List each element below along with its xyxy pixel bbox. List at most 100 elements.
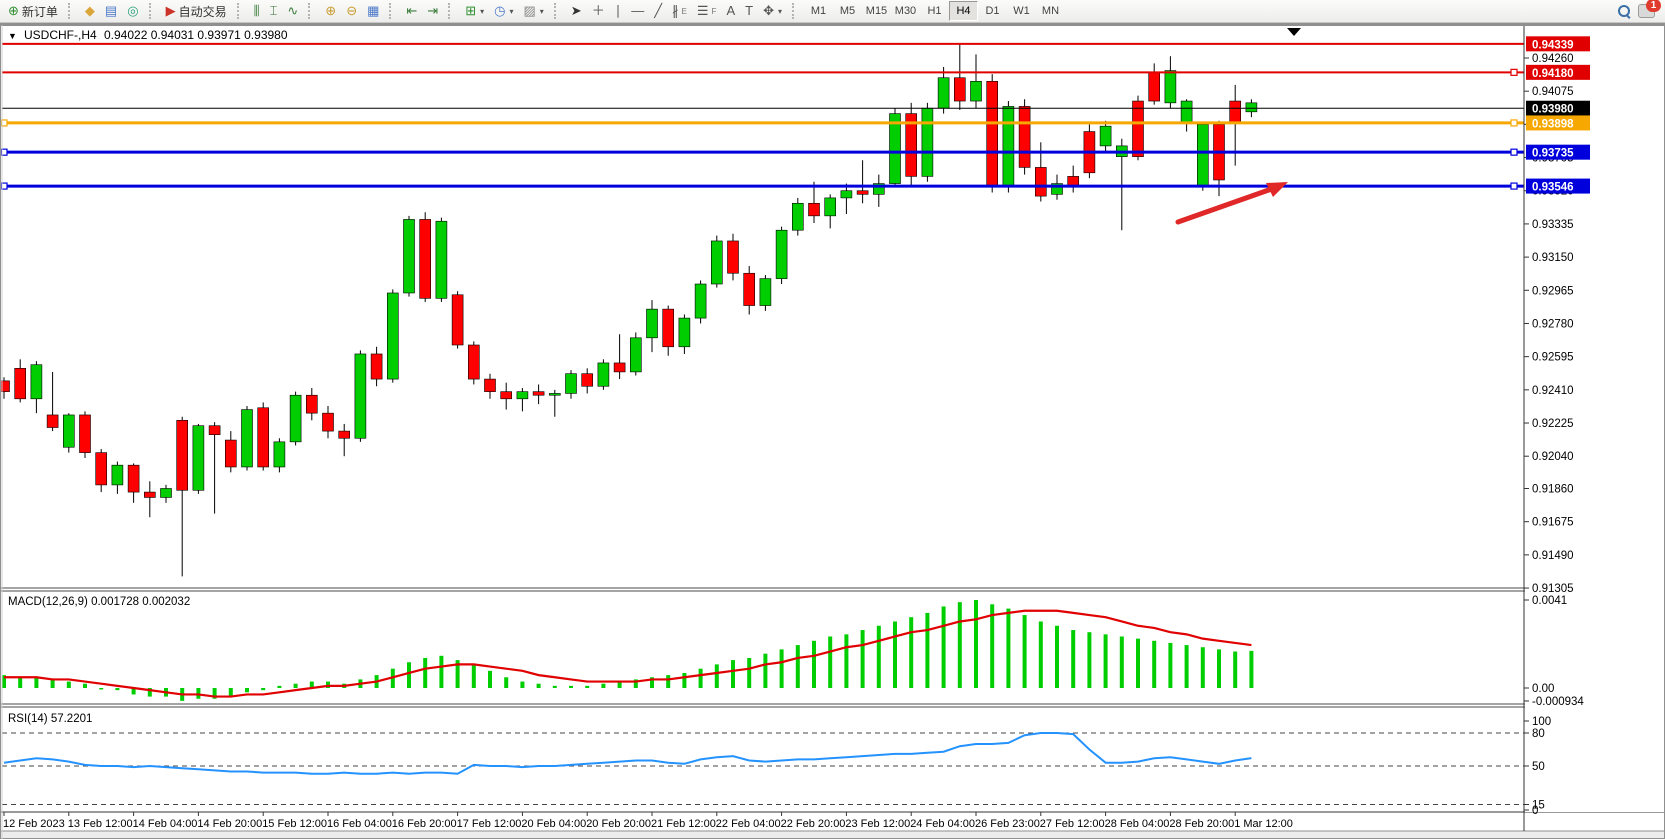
rsi-axis-label: 80 (1532, 728, 1545, 740)
timeframe-button-m30[interactable]: M30 (894, 5, 917, 17)
indicators-button[interactable]: ⊞ ▾ (460, 1, 489, 21)
signals-button[interactable]: ◎ (122, 1, 143, 21)
toolbar-right-section: 1 (1618, 0, 1665, 19)
toolbar-group-indicators: ⊞ ▾ ◷ ▾ ▨ ▾ (457, 0, 552, 22)
time-axis-label: 1 Mar 12:00 (1234, 818, 1293, 830)
price-axis-label: 0.92040 (1532, 451, 1574, 463)
fibonacci-button[interactable]: ☰ F (692, 1, 722, 21)
gold-stack-icon: ◆ (84, 3, 95, 18)
toolbar-grip[interactable] (67, 3, 75, 19)
new-order-button[interactable]: ⊕ 新订单 (3, 1, 63, 21)
vertical-line-icon: ∣ (614, 3, 622, 18)
candlestick-series (0, 43, 1258, 577)
time-axis-label: 28 Feb 04:00 (1105, 818, 1170, 830)
crosshair-button[interactable]: ＋ (587, 1, 610, 21)
auto-arrange-icon: ⇤ (406, 3, 418, 18)
horizontal-line-0.94180[interactable] (2, 68, 1524, 76)
line-drag-handle[interactable] (1510, 68, 1518, 76)
timeframe-button-m5[interactable]: M5 (839, 5, 856, 17)
chart-menu-collapse-icon[interactable]: ▼ (8, 31, 17, 41)
rsi-axis-label: 0 (1532, 805, 1538, 817)
arrows-button[interactable]: ✥ ▾ (758, 1, 787, 21)
chevron-down-icon: ▾ (480, 6, 485, 16)
timeframe-button-m1[interactable]: M1 (810, 5, 827, 17)
tile-windows-button[interactable]: ▦ (362, 1, 384, 21)
timeframe-button-h1[interactable]: H1 (927, 5, 942, 17)
chevron-down-icon: ▾ (509, 6, 514, 16)
macd-indicator (2, 600, 1254, 701)
svg-text:0.94180: 0.94180 (1532, 68, 1574, 80)
toolbar-grip[interactable] (553, 3, 561, 19)
time-axis-label: 20 Feb 20:00 (586, 818, 651, 830)
line-chart-button[interactable]: ∿ (282, 1, 303, 21)
chart-shift-marker[interactable] (1287, 28, 1301, 36)
templates-button[interactable]: ▨ ▾ (518, 1, 548, 21)
toolbar-group-autotrading: ▶ 自动交易 (158, 0, 235, 22)
price-tag-0.93898: 0.93898 (1526, 115, 1590, 131)
horizontal-line-0.93898[interactable] (0, 119, 1524, 127)
search-icon[interactable] (1618, 5, 1631, 19)
chevron-down-icon: ▾ (539, 6, 544, 16)
time-axis-label: 22 Feb 04:00 (716, 818, 781, 830)
chart-shift-icon: ⇥ (427, 3, 439, 18)
bar-chart-icon: ⫼ (253, 3, 260, 18)
zoom-out-button[interactable]: ⊖ (341, 1, 362, 21)
toolbar-grip[interactable] (308, 3, 315, 19)
time-axis-label: 26 Feb 23:00 (975, 818, 1040, 830)
price-axis-label: 0.91490 (1532, 550, 1574, 562)
periods-button[interactable]: ◷ ▾ (489, 1, 518, 21)
chart-window: 12 Feb 2023 13 Feb 12:00 14 Feb 04:00 14 Fe… (0, 25, 1665, 839)
new-order-label: 新订单 (21, 4, 58, 19)
price-axis-label: 0.92410 (1532, 385, 1574, 397)
price-tag-0.93735: 0.93735 (1526, 144, 1590, 160)
toolbar-grip[interactable] (236, 3, 244, 19)
channel-icon-subscript: E (681, 6, 687, 16)
auto-arrange-button[interactable]: ⇤ (401, 1, 422, 21)
line-chart-icon: ∿ (287, 3, 299, 18)
svg-text:0.93980: 0.93980 (1532, 104, 1574, 116)
cursor-button[interactable]: ➤ (566, 1, 587, 21)
vertical-line-button[interactable]: ∣ (610, 1, 627, 21)
timeframe-button-m15[interactable]: M15 (865, 5, 888, 17)
toolbar-grip[interactable] (791, 3, 799, 19)
price-axis: 0.942600.940750.938900.937050.935200.933… (1524, 53, 1584, 817)
macd-axis-label: 0.00 (1532, 683, 1554, 695)
trend-arrow-annotation[interactable] (1175, 182, 1288, 225)
svg-text:0.93898: 0.93898 (1532, 118, 1574, 130)
bar-chart-button[interactable]: ⫼ (249, 1, 265, 21)
line-drag-handle[interactable] (1510, 148, 1518, 156)
chart-shift-button[interactable]: ⇥ (422, 1, 443, 21)
price-axis-label: 0.91675 (1532, 517, 1574, 529)
toolbar-grip[interactable] (448, 3, 455, 19)
price-chart-canvas[interactable]: 12 Feb 2023 13 Feb 12:00 14 Feb 04:00 14 Fe… (0, 25, 1665, 839)
timeframe-button-w1[interactable]: W1 (1013, 5, 1030, 17)
channel-button[interactable]: ∦ E (667, 1, 692, 21)
zoom-in-button[interactable]: ⊕ (320, 1, 341, 21)
timeframe-button-mn[interactable]: MN (1041, 5, 1060, 17)
time-axis-label: 17 Feb 12:00 (457, 818, 522, 830)
autotrading-button[interactable]: ▶ 自动交易 (161, 1, 232, 21)
text-label-button[interactable]: T (740, 1, 758, 21)
text-button[interactable]: A (721, 1, 740, 21)
chart-symbol-title: USDCHF-,H4 (24, 28, 97, 42)
new-order-icon: ⊕ (8, 3, 19, 18)
timeframe-button-h4[interactable]: H4 (948, 1, 978, 21)
gold-stack-button[interactable]: ◆ (80, 1, 100, 21)
toolbar-grip[interactable] (148, 3, 156, 19)
line-drag-handle[interactable] (1510, 182, 1518, 190)
notifications-bubble-icon[interactable]: 1 (1638, 0, 1661, 18)
time-axis-label: 16 Feb 20:00 (392, 818, 457, 830)
candlestick-chart-button[interactable]: ⌶ (265, 1, 283, 21)
toolbar-group-drawing-tools: ➤ ＋ ∣ — ╱ ∦ E ☰ F A T ✥ ▾ (563, 0, 790, 22)
market-watch-button[interactable]: ▤ (100, 1, 122, 21)
toolbar-group-trade: ⊕ 新订单 (0, 0, 66, 22)
toolbar-grip[interactable] (389, 3, 396, 19)
price-axis-label: 0.93150 (1532, 252, 1574, 264)
arrows-icon: ✥ (763, 3, 774, 18)
time-axis-label: 14 Feb 20:00 (197, 818, 262, 830)
horizontal-line-button[interactable]: — (626, 1, 649, 21)
timeframe-button-d1[interactable]: D1 (985, 5, 1000, 17)
trendline-button[interactable]: ╱ (649, 1, 667, 21)
line-drag-handle[interactable] (1510, 119, 1518, 127)
